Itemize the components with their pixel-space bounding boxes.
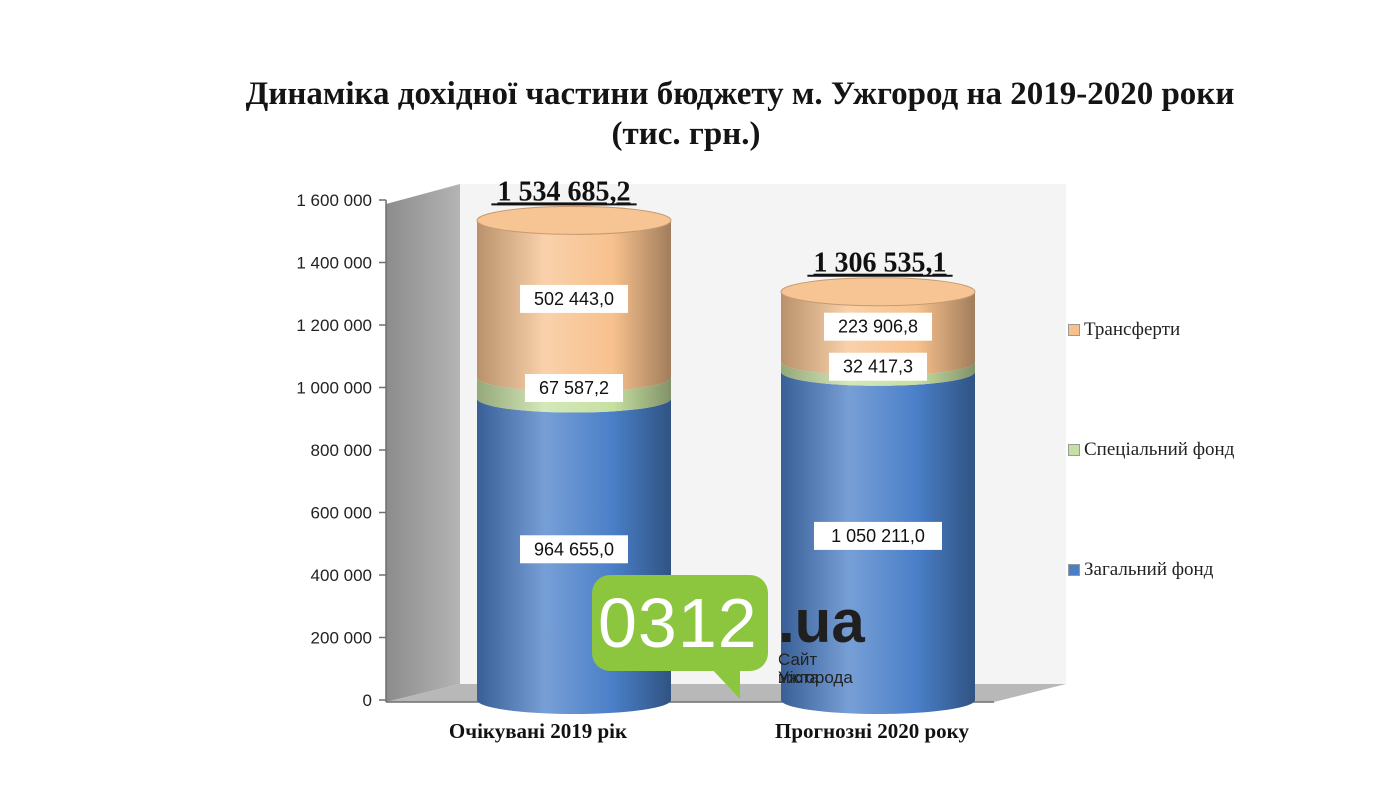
watermark-domain: .ua [778, 588, 865, 655]
legend-label: Спеціальний фонд [1084, 439, 1235, 460]
watermark-line-1: Сайт міста [778, 650, 820, 687]
y-tick-label: 800 000 [311, 441, 372, 460]
watermark-bubble [592, 575, 768, 671]
bar-total-label: 1 306 535,1 [814, 248, 947, 279]
bar-value-label-bg [824, 312, 932, 341]
bar-value-label: 32 417,3 [843, 357, 913, 377]
bar-value-label: 223 906,8 [838, 317, 918, 337]
legend-item: Загальний фонд [1068, 558, 1213, 582]
watermark-bubble-tail [708, 665, 740, 699]
bar-value-label: 1 050 211,0 [831, 526, 925, 546]
legend-swatch [1068, 324, 1080, 336]
bar-value-label: 502 443,0 [534, 289, 614, 309]
bar-total-label: 1 534 685,2 [498, 176, 631, 207]
bar-value-label-bg [520, 284, 628, 313]
legend-swatch [1068, 564, 1080, 576]
chart-title: Динаміка дохідної частини бюджету м. Ужг… [245, 76, 1235, 112]
x-category-label: Очікувані 2019 рік [449, 719, 628, 743]
legend-swatch [1068, 444, 1080, 456]
y-tick-label: 0 [363, 691, 372, 710]
watermark-number: 0312 [598, 584, 758, 662]
x-category-label: Прогнозні 2020 року [775, 719, 970, 743]
y-tick-label: 400 000 [311, 566, 372, 585]
y-tick-label: 1 400 000 [296, 254, 372, 273]
bar-value-label-bg [525, 373, 623, 402]
chart-subtitle: (тис. грн.) [611, 116, 761, 152]
legend-item: Трансферти [1068, 318, 1180, 342]
legend-item: Спеціальний фонд [1068, 438, 1234, 462]
bar-value-label-bg [520, 535, 628, 564]
chart-side-wall [386, 184, 460, 702]
y-tick-label: 200 000 [311, 629, 372, 648]
y-tick-label: 600 000 [311, 504, 372, 523]
bar-value-label-bg [814, 521, 942, 550]
bar-value-label: 964 655,0 [534, 539, 614, 559]
y-tick-label: 1 200 000 [296, 316, 372, 335]
bar-value-label-bg [829, 352, 927, 381]
bar-top-cap [780, 277, 976, 307]
bar-top-cap [476, 205, 672, 235]
legend-label: Загальний фонд [1084, 559, 1214, 580]
y-tick-label: 1 000 000 [296, 379, 372, 398]
legend-label: Трансферти [1084, 319, 1181, 340]
y-tick-label: 1 600 000 [296, 191, 372, 210]
site-watermark: 0312 .ua Сайт міста Ужгорода [592, 575, 865, 705]
watermark-line-2: Ужгорода [778, 668, 853, 687]
bar-value-label: 67 587,2 [539, 378, 609, 398]
